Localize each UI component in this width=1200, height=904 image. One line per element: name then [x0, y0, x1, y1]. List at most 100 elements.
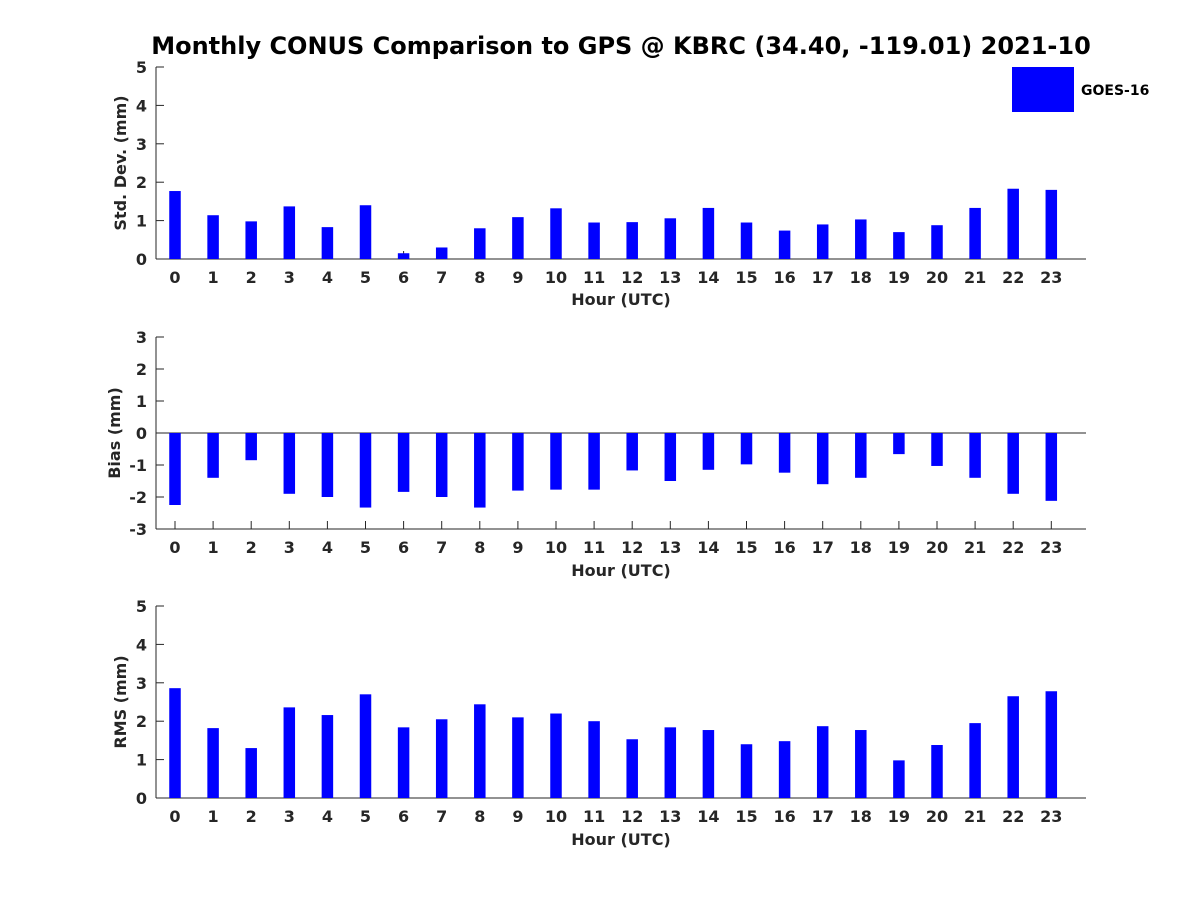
rms-bar [474, 704, 486, 798]
bias-xtick-label: 10 [545, 538, 567, 557]
bias-ytick-label: -1 [129, 456, 147, 475]
rms-bar [512, 717, 524, 798]
std-dev-xtick-label: 9 [512, 268, 523, 287]
bias-xlabel: Hour (UTC) [571, 561, 671, 580]
rms-bar [359, 694, 372, 798]
std-dev-xtick-label: 18 [850, 268, 872, 287]
std-dev-xtick-label: 6 [398, 268, 409, 287]
std-dev-xtick-label: 23 [1040, 268, 1062, 287]
bias-xtick-label: 9 [512, 538, 523, 557]
rms-xlabel: Hour (UTC) [571, 830, 671, 849]
bias-xtick-label: 5 [360, 538, 371, 557]
std-dev-xtick-label: 16 [773, 268, 795, 287]
std-dev-ytick-label: 3 [136, 135, 147, 154]
bias-ytick-label: -2 [129, 488, 147, 507]
rms-xtick-label: 22 [1002, 807, 1024, 826]
rms-bar [435, 719, 448, 798]
std-dev-ytick-label: 2 [136, 173, 147, 192]
bias-bar [283, 433, 296, 494]
rms-ytick-label: 5 [136, 597, 147, 616]
bias-xtick-label: 4 [322, 538, 333, 557]
bias-xtick-label: 20 [926, 538, 948, 557]
rms-bar [931, 745, 943, 798]
rms-xtick-label: 8 [474, 807, 485, 826]
bias-xtick-label: 18 [850, 538, 872, 557]
rms-bar [1007, 696, 1019, 798]
std-dev-xtick-label: 14 [697, 268, 719, 287]
bias-bar [588, 433, 600, 490]
std-dev-xtick-label: 5 [360, 268, 371, 287]
std-dev-bar [359, 205, 372, 259]
bias-xtick-label: 0 [169, 538, 180, 557]
bias-ytick-label: 0 [136, 424, 147, 443]
bias-xtick-label: 2 [246, 538, 257, 557]
bias-ylabel: Bias (mm) [105, 387, 124, 479]
rms-xtick-label: 0 [169, 807, 180, 826]
std-dev-ylabel: Std. Dev. (mm) [111, 95, 130, 230]
std-dev-xtick-label: 15 [735, 268, 757, 287]
rms-xtick-label: 20 [926, 807, 948, 826]
bias-xtick-label: 19 [888, 538, 910, 557]
rms-ytick-label: 0 [136, 789, 147, 808]
rms-xtick-label: 6 [398, 807, 409, 826]
rms-xtick-label: 12 [621, 807, 643, 826]
std-dev-ytick-label: 1 [136, 212, 147, 231]
rms-bar [207, 728, 219, 798]
std-dev-xtick-label: 0 [169, 268, 180, 287]
bias-xtick-label: 17 [812, 538, 834, 557]
rms-bar [321, 715, 334, 798]
std-dev-xlabel: Hour (UTC) [571, 290, 671, 309]
rms-xtick-label: 3 [284, 807, 295, 826]
bias-bar [1007, 433, 1019, 494]
bias-bar [931, 433, 943, 466]
chart-title: Monthly CONUS Comparison to GPS @ KBRC (… [151, 32, 1091, 60]
std-dev-xtick-label: 22 [1002, 268, 1024, 287]
bias-bar [359, 433, 372, 508]
std-dev-xtick-label: 17 [812, 268, 834, 287]
rms-bar [816, 726, 829, 798]
std-dev-ytick-label: 5 [136, 58, 147, 77]
bias-xtick-label: 7 [436, 538, 447, 557]
bias-xtick-label: 3 [284, 538, 295, 557]
bias-xtick-label: 14 [697, 538, 719, 557]
bias-xtick-label: 23 [1040, 538, 1062, 557]
rms-bar [397, 727, 410, 798]
bias-bar [397, 433, 410, 492]
rms-bar [169, 688, 181, 798]
std-dev-xtick-label: 7 [436, 268, 447, 287]
bias-xtick-label: 16 [773, 538, 795, 557]
bias-bar [169, 433, 181, 505]
rms-bar [778, 741, 791, 798]
bias-xtick-label: 22 [1002, 538, 1024, 557]
bias-xtick-label: 12 [621, 538, 643, 557]
rms-xtick-label: 2 [246, 807, 257, 826]
rms-bar [702, 730, 715, 798]
rms-xtick-label: 11 [583, 807, 605, 826]
bias-ytick-label: 2 [136, 360, 147, 379]
rms-bar [855, 730, 867, 798]
std-dev-bar [702, 207, 715, 259]
legend-label: GOES-16 [1081, 83, 1149, 99]
rms-ytick-label: 4 [136, 635, 147, 654]
bias-xtick-label: 6 [398, 538, 409, 557]
rms-ytick-label: 1 [136, 751, 147, 770]
rms-xtick-label: 4 [322, 807, 333, 826]
std-dev-bar [626, 222, 638, 259]
std-dev-bar [1007, 188, 1019, 259]
rms-bar [588, 721, 600, 798]
rms-xtick-label: 23 [1040, 807, 1062, 826]
std-dev-bar [931, 225, 943, 259]
std-dev-xtick-label: 4 [322, 268, 333, 287]
rms-xtick-label: 10 [545, 807, 567, 826]
std-dev-bar [893, 232, 905, 259]
std-dev-bar [778, 230, 791, 259]
bias-xtick-label: 21 [964, 538, 986, 557]
std-dev-bar [816, 224, 829, 259]
bias-xtick-label: 13 [659, 538, 681, 557]
rms-bar [740, 744, 753, 798]
std-dev-xtick-label: 1 [208, 268, 219, 287]
